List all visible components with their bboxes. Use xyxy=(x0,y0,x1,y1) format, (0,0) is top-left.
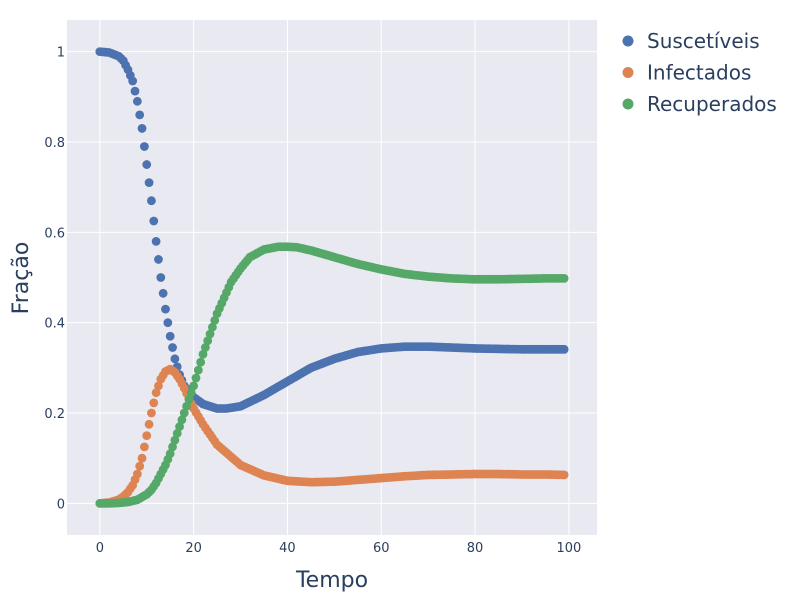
x-tick-label: 40 xyxy=(279,541,296,556)
data-point xyxy=(559,274,569,283)
data-point xyxy=(144,419,154,429)
data-point xyxy=(203,336,213,346)
y-tick-label: 0.2 xyxy=(44,407,65,422)
series-Suscetíveis xyxy=(95,47,569,413)
data-point xyxy=(149,398,159,408)
data-point xyxy=(132,96,142,106)
data-point xyxy=(182,401,192,411)
data-point xyxy=(151,236,161,246)
x-tick-label: 100 xyxy=(556,541,581,556)
x-axis-title: Tempo xyxy=(295,568,368,593)
legend-label: Infectados xyxy=(647,61,751,85)
data-point xyxy=(196,357,206,367)
data-point xyxy=(559,470,569,480)
y-tick-label: 1 xyxy=(57,46,65,61)
legend-label: Recuperados xyxy=(647,92,777,116)
data-point xyxy=(179,408,189,418)
data-point xyxy=(168,343,177,352)
data-point xyxy=(191,373,201,383)
data-point xyxy=(139,142,149,151)
y-tick-label: 0.6 xyxy=(44,226,65,241)
data-point xyxy=(161,304,170,314)
y-axis-title: Fração xyxy=(9,242,34,315)
y-tick-label: 0 xyxy=(57,497,65,512)
legend-marker xyxy=(622,67,634,78)
legend-marker xyxy=(622,98,634,110)
data-point xyxy=(132,469,142,479)
series-layer xyxy=(95,47,569,508)
data-point xyxy=(168,442,177,452)
data-point xyxy=(130,86,140,96)
y-axis: 0 0.2 0.4 0.6 0.8 1 xyxy=(44,46,65,513)
data-point xyxy=(137,124,147,133)
data-point xyxy=(142,431,152,441)
series-Infectados xyxy=(95,364,569,508)
data-point xyxy=(186,388,196,398)
data-point xyxy=(135,110,145,120)
data-point xyxy=(128,76,138,86)
data-point xyxy=(200,343,210,352)
data-point xyxy=(142,160,152,169)
data-point xyxy=(154,255,163,264)
x-tick-label: 60 xyxy=(373,541,390,556)
data-point xyxy=(147,408,156,418)
data-point xyxy=(163,318,173,328)
x-tick-label: 0 xyxy=(96,541,104,556)
data-point xyxy=(559,344,569,354)
x-axis: 0 20 40 60 80 100 xyxy=(96,541,582,556)
data-point xyxy=(175,422,184,431)
data-point xyxy=(172,428,182,438)
data-point xyxy=(170,435,180,445)
data-point xyxy=(193,365,203,375)
series-Recuperados xyxy=(95,242,569,508)
legend-marker xyxy=(622,35,634,47)
y-tick-label: 0.8 xyxy=(44,136,65,151)
x-tick-label: 20 xyxy=(185,541,202,556)
data-point xyxy=(154,381,163,391)
data-point xyxy=(144,178,154,188)
data-point xyxy=(165,331,175,341)
data-point xyxy=(158,288,168,298)
data-point xyxy=(170,354,180,364)
y-tick-label: 0.4 xyxy=(44,317,65,332)
data-point xyxy=(135,461,145,471)
data-point xyxy=(184,395,194,404)
data-point xyxy=(207,322,217,332)
legend-label: Suscetíveis xyxy=(647,29,760,53)
data-point xyxy=(210,316,220,325)
data-point xyxy=(147,196,156,206)
data-point xyxy=(198,349,208,359)
data-point xyxy=(165,449,175,459)
data-point xyxy=(189,381,199,391)
legend: Suscetíveis Infectados Recuperados xyxy=(622,29,777,116)
x-tick-label: 80 xyxy=(467,541,484,556)
data-point xyxy=(149,216,159,226)
data-point xyxy=(205,329,215,339)
data-point xyxy=(177,415,187,425)
data-point xyxy=(137,453,147,463)
data-point xyxy=(156,273,166,282)
data-point xyxy=(151,388,161,398)
data-point xyxy=(139,442,149,452)
